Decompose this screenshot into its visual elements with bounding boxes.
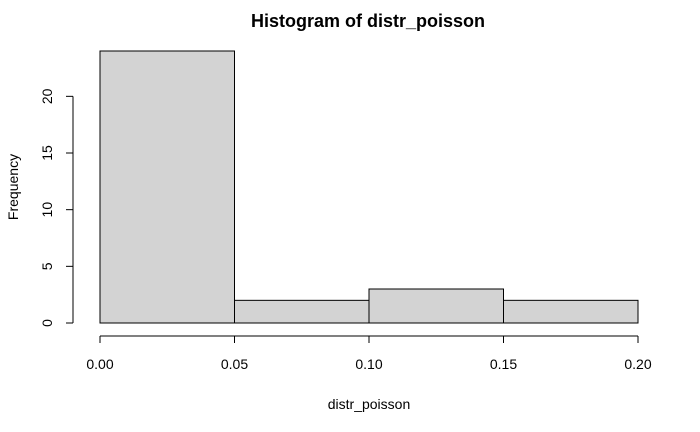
x-axis-label: distr_poisson: [328, 396, 411, 412]
x-tick-label: 0.20: [624, 356, 651, 372]
histogram-bar-2: [368, 288, 504, 324]
y-axis-label: Frequency: [5, 154, 21, 220]
x-tick-label: 0.00: [86, 356, 113, 372]
y-tick-label: 15: [39, 145, 55, 161]
histogram-bar-1: [234, 299, 370, 324]
histogram-bars: [99, 50, 639, 324]
histogram-bar-0: [99, 50, 235, 324]
y-tick-label: 0: [39, 319, 55, 327]
y-axis: 0 5 10 15 20: [39, 88, 74, 327]
histogram-bar-3: [503, 299, 639, 324]
x-tick-label: 0.15: [490, 356, 517, 372]
chart-title: Histogram of distr_poisson: [251, 11, 485, 31]
x-tick-label: 0.05: [221, 356, 248, 372]
y-tick-label: 20: [39, 88, 55, 104]
x-axis: 0.00 0.05 0.10 0.15 0.20: [86, 335, 652, 372]
y-tick-label: 5: [39, 262, 55, 270]
x-tick-label: 0.10: [355, 356, 382, 372]
y-tick-label: 10: [39, 202, 55, 218]
